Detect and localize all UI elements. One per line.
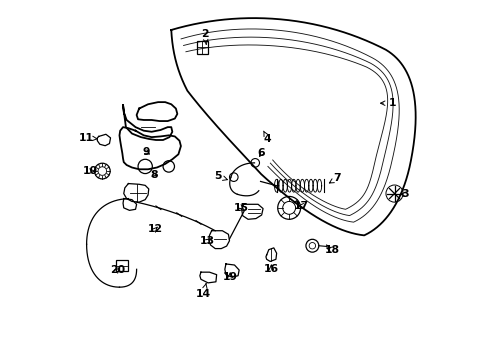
Text: 4: 4 — [263, 131, 271, 144]
Text: 20: 20 — [110, 265, 125, 275]
Text: 5: 5 — [214, 171, 227, 181]
FancyBboxPatch shape — [115, 260, 127, 271]
Text: 14: 14 — [196, 284, 210, 299]
Bar — [196, 41, 207, 54]
Text: 18: 18 — [324, 245, 339, 255]
Text: 12: 12 — [147, 224, 163, 234]
Text: 10: 10 — [82, 166, 98, 176]
Text: 2: 2 — [201, 28, 208, 44]
Text: 7: 7 — [329, 173, 341, 183]
Text: 19: 19 — [222, 272, 237, 282]
Text: 16: 16 — [263, 264, 278, 274]
Text: 17: 17 — [293, 201, 308, 211]
Text: 15: 15 — [234, 203, 248, 213]
Text: 13: 13 — [199, 237, 214, 247]
Text: 1: 1 — [380, 98, 396, 108]
Text: 6: 6 — [257, 148, 265, 158]
Text: 11: 11 — [79, 133, 97, 143]
Text: 8: 8 — [150, 170, 158, 180]
Text: 9: 9 — [142, 147, 150, 157]
Text: 3: 3 — [400, 189, 408, 199]
